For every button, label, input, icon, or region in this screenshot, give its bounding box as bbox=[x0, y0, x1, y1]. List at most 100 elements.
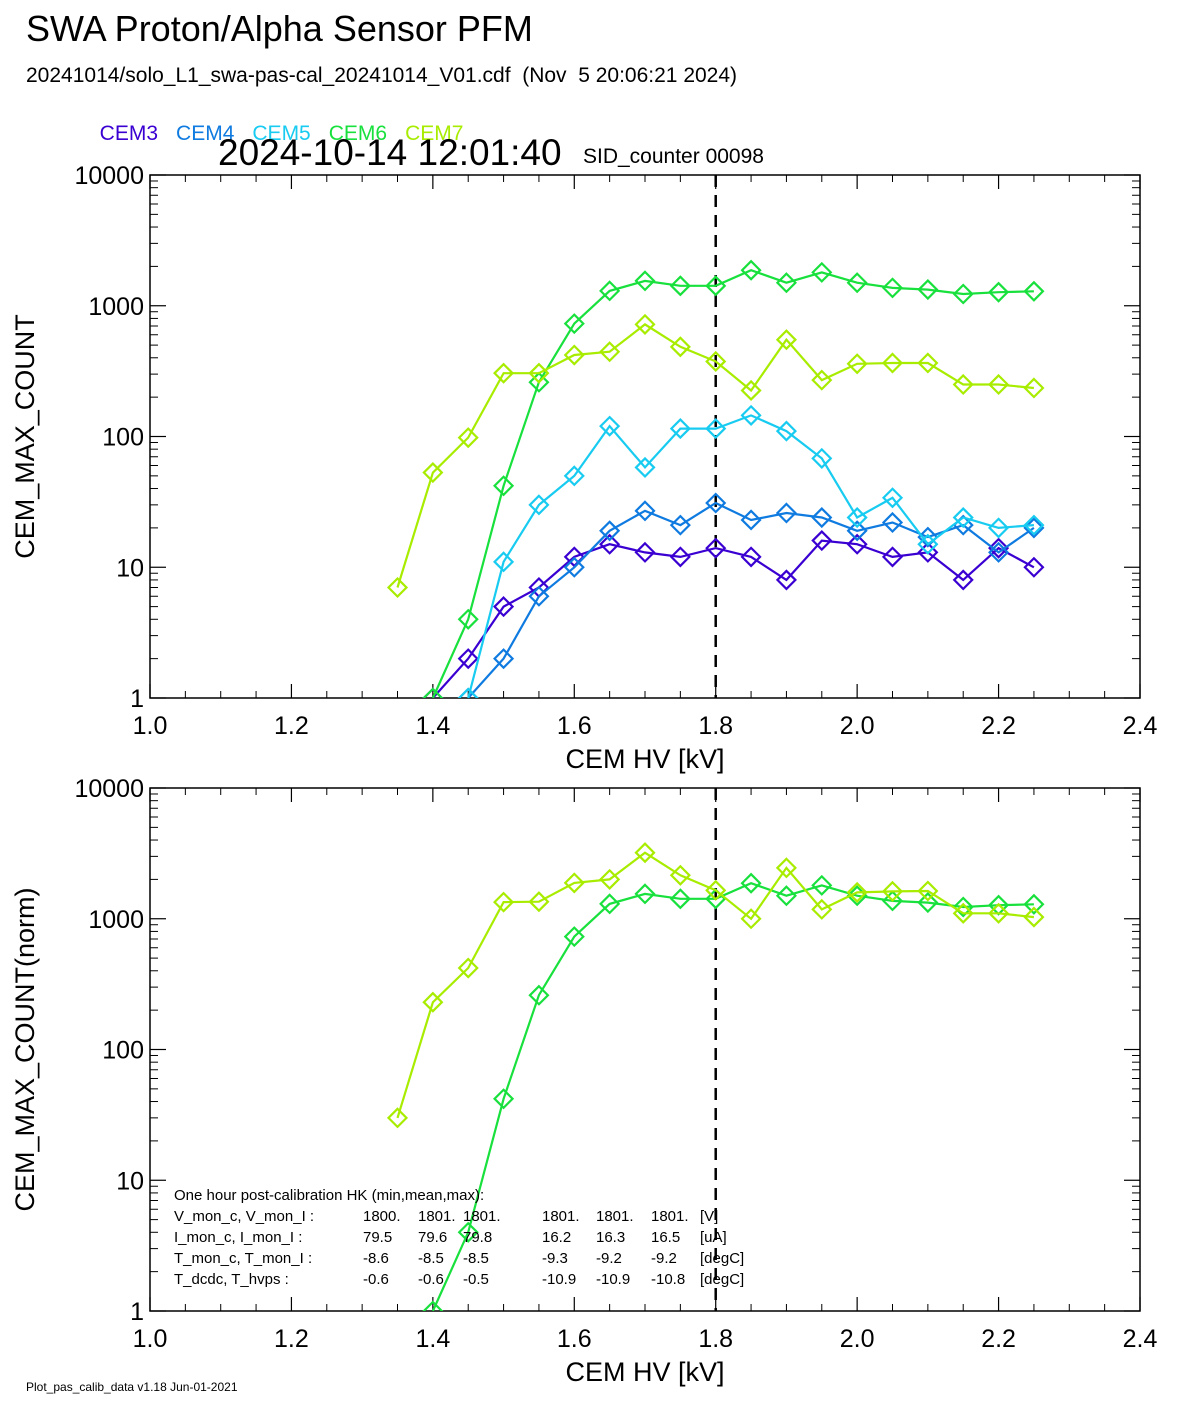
plot-2: 1.0 1.2 1.4 1.6 1.8 2.0 2.2 2.4 1 10 100 1000 10000 C… bbox=[10, 775, 1157, 1387]
data-point-cem6 bbox=[740, 259, 762, 281]
x-tick-label: 1.4 bbox=[415, 712, 450, 740]
data-point-cem5 bbox=[775, 420, 797, 442]
data-point-cem4 bbox=[988, 541, 1010, 563]
data-point-cem6 bbox=[457, 608, 479, 630]
hk-cell: 1801. bbox=[651, 1208, 689, 1225]
x-tick-label: 2.4 bbox=[1123, 1325, 1158, 1353]
hk-cell: -10.8 bbox=[651, 1271, 685, 1288]
data-point-cem6 bbox=[1023, 893, 1045, 915]
data-point-cem7 bbox=[988, 902, 1010, 924]
data-point-cem4 bbox=[846, 520, 868, 542]
data-point-cem6 bbox=[669, 275, 691, 297]
series-line-cem6 bbox=[431, 882, 1034, 1311]
data-point-cem4 bbox=[881, 511, 904, 534]
hk-cell: -0.5 bbox=[463, 1271, 489, 1288]
series-line-cem7 bbox=[396, 323, 1035, 588]
data-point-cem5 bbox=[705, 418, 727, 440]
data-point-cem6 bbox=[811, 261, 833, 283]
data-point-cem7 bbox=[422, 991, 444, 1013]
x-tick-label: 1.8 bbox=[698, 1325, 733, 1353]
data-point-cem7 bbox=[740, 379, 762, 402]
hk-cell: T_dcdc, T_hvps : bbox=[174, 1271, 289, 1288]
data-point-cem7 bbox=[493, 891, 515, 913]
data-point-cem6 bbox=[917, 892, 939, 914]
data-point-cem5 bbox=[917, 533, 939, 555]
series-group bbox=[386, 842, 1045, 1311]
data-point-cem7 bbox=[1023, 377, 1045, 399]
x-tick-label: 1.0 bbox=[133, 712, 168, 740]
data-point-cem3 bbox=[493, 596, 515, 618]
data-point-cem7 bbox=[457, 427, 479, 449]
data-point-cem3 bbox=[599, 533, 621, 555]
data-point-cem7 bbox=[634, 313, 656, 335]
data-point-cem6 bbox=[881, 890, 904, 912]
data-point-cem4 bbox=[493, 648, 515, 670]
y-axis-label: CEM_MAX_COUNT bbox=[10, 314, 40, 559]
hk-cell: V_mon_c, V_mon_I : bbox=[174, 1208, 314, 1225]
data-point-cem3 bbox=[846, 533, 868, 555]
data-point-cem3 bbox=[811, 530, 833, 552]
data-point-cem5 bbox=[457, 687, 479, 698]
data-point-cem6 bbox=[422, 687, 444, 698]
data-point-cem7 bbox=[881, 880, 904, 902]
data-point-cem5 bbox=[952, 506, 974, 529]
hk-cell: I_mon_c, I_mon_I : bbox=[174, 1229, 302, 1246]
data-point-cem4 bbox=[634, 500, 656, 522]
data-point-cem3 bbox=[1023, 556, 1045, 578]
hk-cell: [degC] bbox=[700, 1250, 744, 1267]
data-point-cem6 bbox=[846, 272, 868, 294]
hk-cell: [degC] bbox=[700, 1271, 744, 1288]
hk-cell: -0.6 bbox=[418, 1271, 444, 1288]
data-point-cem4 bbox=[528, 585, 550, 607]
data-point-cem3 bbox=[740, 546, 762, 568]
hk-cell: 79.8 bbox=[463, 1229, 492, 1246]
data-point-cem5 bbox=[528, 494, 550, 516]
hk-cell: 1801. bbox=[463, 1208, 501, 1225]
file-info: 20241014/solo_L1_swa-pas-cal_20241014_V0… bbox=[26, 64, 738, 87]
y-tick-label: 10 bbox=[116, 1167, 144, 1195]
legend-cem3: CEM3 bbox=[99, 122, 159, 145]
data-point-cem5 bbox=[634, 456, 656, 478]
legend-cem7: CEM7 bbox=[405, 122, 464, 145]
x-tick-label: 2.0 bbox=[840, 1325, 875, 1353]
page-title: SWA Proton/Alpha Sensor PFM bbox=[26, 8, 533, 49]
data-point-cem5 bbox=[740, 404, 762, 426]
data-point-cem6 bbox=[952, 896, 974, 918]
y-tick-label: 100 bbox=[102, 1037, 144, 1065]
data-point-cem4 bbox=[775, 502, 797, 524]
data-point-cem6 bbox=[811, 874, 833, 896]
hk-cell: [uA] bbox=[700, 1229, 727, 1246]
data-point-cem4 bbox=[669, 514, 691, 536]
hk-cell: [V] bbox=[700, 1208, 718, 1225]
data-point-cem7 bbox=[669, 864, 691, 886]
hk-cell: 16.5 bbox=[651, 1229, 680, 1246]
hk-title: One hour post-calibration HK (min,mean,m… bbox=[174, 1187, 484, 1204]
data-point-cem7 bbox=[599, 868, 621, 890]
data-point-cem6 bbox=[528, 371, 550, 393]
footer-version: Plot_pas_calib_data v1.18 Jun-01-2021 bbox=[26, 1380, 238, 1394]
legend-cem5: CEM5 bbox=[252, 122, 311, 145]
hk-cell: 16.3 bbox=[596, 1229, 625, 1246]
sid-counter: SID_counter 00098 bbox=[583, 145, 764, 168]
data-point-cem6 bbox=[634, 883, 656, 905]
data-point-cem7 bbox=[634, 842, 656, 864]
data-point-cem6 bbox=[599, 893, 621, 915]
data-point-cem3 bbox=[457, 648, 479, 670]
data-point-cem5 bbox=[846, 506, 868, 529]
data-point-cem6 bbox=[988, 281, 1010, 303]
data-point-cem6 bbox=[563, 313, 585, 335]
data-point-cem5 bbox=[599, 415, 621, 437]
series-line-cem6 bbox=[431, 269, 1034, 698]
data-point-cem7 bbox=[528, 362, 550, 384]
hk-annotation: One hour post-calibration HK (min,mean,m… bbox=[174, 1187, 744, 1288]
hk-cell: 16.2 bbox=[542, 1229, 571, 1246]
plot-1: 1.0 1.2 1.4 1.6 1.8 2.0 2.2 2.4 1 10 100 1000 10000 C… bbox=[10, 162, 1157, 774]
data-point-cem3 bbox=[634, 541, 656, 563]
data-point-cem7 bbox=[988, 373, 1010, 396]
data-point-cem4 bbox=[740, 509, 762, 531]
y-tick-label: 100 bbox=[102, 424, 144, 452]
data-point-cem7 bbox=[846, 353, 868, 375]
x-tick-label: 2.4 bbox=[1123, 712, 1158, 740]
data-point-cem6 bbox=[917, 279, 939, 301]
